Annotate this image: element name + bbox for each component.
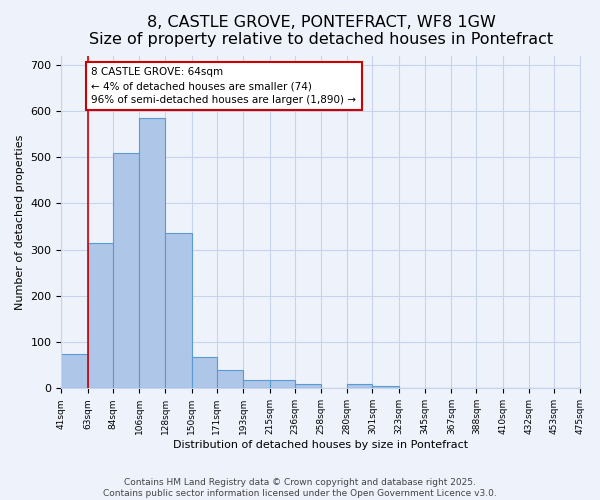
Bar — [166, 234, 192, 388]
X-axis label: Distribution of detached houses by size in Pontefract: Distribution of detached houses by size … — [173, 440, 469, 450]
Bar — [269, 380, 295, 388]
Title: 8, CASTLE GROVE, PONTEFRACT, WF8 1GW
Size of property relative to detached house: 8, CASTLE GROVE, PONTEFRACT, WF8 1GW Siz… — [89, 15, 553, 48]
Bar — [88, 242, 113, 388]
Bar — [113, 152, 139, 388]
Bar — [217, 370, 243, 388]
Bar — [295, 384, 321, 388]
Bar — [373, 386, 398, 388]
Text: Contains HM Land Registry data © Crown copyright and database right 2025.
Contai: Contains HM Land Registry data © Crown c… — [103, 478, 497, 498]
Text: 8 CASTLE GROVE: 64sqm
← 4% of detached houses are smaller (74)
96% of semi-detac: 8 CASTLE GROVE: 64sqm ← 4% of detached h… — [91, 67, 356, 105]
Bar — [347, 384, 373, 388]
Bar — [61, 354, 88, 388]
Bar — [139, 118, 166, 388]
Y-axis label: Number of detached properties: Number of detached properties — [15, 134, 25, 310]
Bar — [243, 380, 269, 388]
Bar — [192, 357, 217, 388]
